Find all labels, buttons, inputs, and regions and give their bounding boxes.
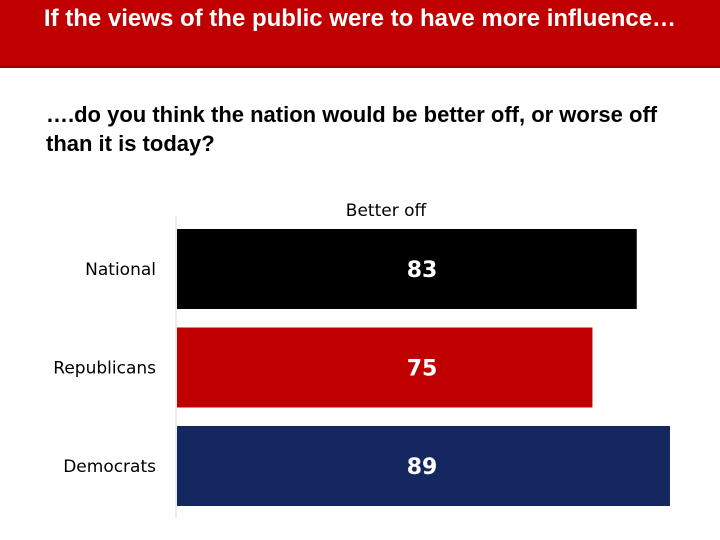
- value-label-republicans: 75: [407, 357, 438, 382]
- value-label-national: 83: [407, 258, 438, 283]
- slide-title: If the views of the public were to have …: [43, 5, 677, 32]
- category-label-republicans: Republicans: [53, 359, 156, 379]
- value-label-democrats: 89: [407, 455, 438, 480]
- series-label: Better off: [346, 201, 428, 221]
- category-label-national: National: [85, 260, 156, 280]
- category-label-democrats: Democrats: [63, 457, 156, 477]
- title-bar: If the views of the public were to have …: [0, 0, 720, 68]
- bar-democrats: [177, 426, 670, 506]
- bar-national: [177, 229, 637, 309]
- bar-republicans: [177, 327, 593, 408]
- survey-question: ….do you think the nation would be bette…: [46, 102, 658, 156]
